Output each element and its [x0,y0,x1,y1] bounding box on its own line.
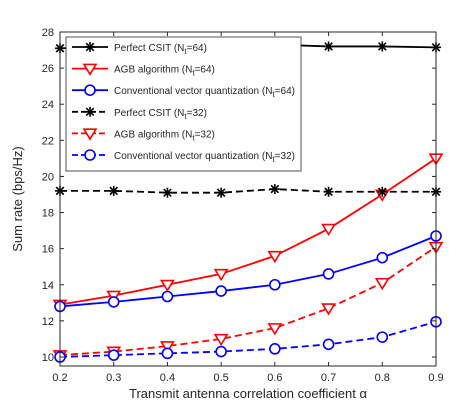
data-point [377,186,388,197]
legend-label: Perfect CSIT (Nt=32) [114,108,207,121]
series-line [59,157,437,306]
y-tick-label: 12 [42,316,54,328]
legend-label: Perfect CSIT (Nt=64) [114,43,207,56]
y-tick-label: 14 [42,280,54,292]
data-point [161,347,174,360]
x-tick-label: 0.8 [375,372,390,384]
data-point [323,186,334,197]
y-tick-label: 28 [42,27,54,39]
series-6 [54,315,442,363]
data-point [161,290,174,303]
legend-marker [82,63,98,76]
legend-entry: AGB algorithm (Nt=64) [72,63,215,78]
data-point [376,331,389,343]
legend-entry: Conventional vector quantization (Nt=32) [72,149,295,164]
data-point [267,250,283,264]
x-tick-label: 0.4 [160,372,175,384]
data-point [269,343,281,355]
data-point [267,323,283,336]
x-tick-label: 0.9 [428,372,443,384]
x-tick-label: 0.2 [52,372,67,384]
data-point [162,187,173,198]
data-point [160,341,175,354]
legend-entry: Conventional vector quantization (Nt=64) [72,84,295,99]
x-tick-label: 0.3 [106,372,121,384]
legend-label: Conventional vector quantization (Nt=64) [114,86,295,99]
y-tick-label: 24 [42,99,54,111]
legend-box [65,36,302,172]
legend-marker [82,128,98,141]
data-point [321,223,336,237]
legend-marker [85,106,95,117]
data-point [160,279,175,293]
data-point [321,303,336,316]
data-point [107,349,120,361]
legend-label: AGB algorithm (Nt=64) [114,65,215,78]
legend-label: AGB algorithm (Nt=32) [114,129,215,142]
data-point [374,277,390,291]
legend-marker [84,149,96,161]
y-tick-label: 10 [42,352,54,364]
data-point [213,333,229,347]
series-line [60,188,436,194]
y-tick-label: 20 [42,171,54,183]
series-line [59,320,437,358]
legend-label: Conventional vector quantization (Nt=32) [114,151,295,164]
series-3 [54,230,442,313]
y-tick-label: 16 [42,244,54,256]
data-point [107,296,120,308]
data-point [215,285,227,297]
x-tick-label: 0.5 [213,372,228,384]
data-point [108,185,119,196]
series-4 [55,184,441,198]
legend-entry: Perfect CSIT (Nt=32) [72,106,207,121]
legend-entry: AGB algorithm (Nt=32) [72,128,215,142]
y-axis-label: Sum rate (bps/Hz) [10,146,25,251]
data-point [269,184,280,195]
data-point [376,251,389,264]
legend: Perfect CSIT (Nt=64) AGB algorithm (Nt=64… [65,36,302,172]
data-point [377,41,388,52]
data-point [213,268,229,282]
y-tick-label: 26 [42,63,54,75]
data-point [216,187,227,198]
series-line [59,235,437,308]
legend-marker [85,42,95,52]
data-point [322,338,335,351]
plot-frame [59,31,437,367]
data-point [322,268,335,280]
data-point [215,345,227,358]
x-tick-label: 0.7 [321,372,336,384]
data-point [323,41,334,52]
data-point [269,278,281,291]
x-axis-label: Transmit antenna correlation coefficient… [129,386,368,401]
series-line [59,246,437,357]
legend-entry: Perfect CSIT (Nt=64) [72,42,207,56]
x-tick-label: 0.6 [267,372,282,384]
y-tick-label: 18 [42,208,54,220]
y-tick-label: 22 [42,135,54,147]
legend-marker [84,84,96,96]
